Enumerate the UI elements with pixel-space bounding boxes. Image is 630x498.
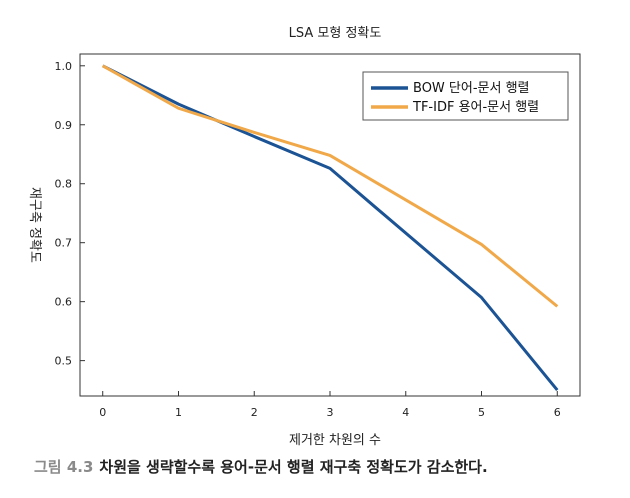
series-line-tfidf xyxy=(101,64,559,308)
legend: BOW 단어-문서 행렬 TF-IDF 용어-문서 행렬 xyxy=(362,71,569,121)
line-chart: LSA 모형 정확도 0 1 2 3 4 5 6 0.5 0.6 0.7 0.8 0.9 1.0 제거… xyxy=(27,26,581,448)
x-axis: 0 1 2 3 4 5 6 xyxy=(99,391,561,419)
x-tick-label: 6 xyxy=(554,406,561,419)
legend-label-bow: BOW 단어-문서 행렬 xyxy=(413,80,530,96)
figure-number: 그림 4.3 xyxy=(34,458,94,476)
y-axis-title: 재구축 정확도 xyxy=(27,187,42,263)
x-tick-label: 3 xyxy=(327,406,334,419)
x-axis-title: 제거한 차원의 수 xyxy=(289,433,381,448)
y-tick-label: 0.9 xyxy=(55,119,73,132)
figure-caption-text: 차원을 생략할수록 용어-문서 행렬 재구축 정확도가 감소한다. xyxy=(99,458,488,476)
x-tick-label: 5 xyxy=(478,406,485,419)
y-tick-label: 0.7 xyxy=(55,237,73,250)
x-tick-label: 0 xyxy=(99,406,106,419)
x-tick-label: 4 xyxy=(402,406,409,419)
series-line-bow xyxy=(102,64,559,392)
x-tick-label: 1 xyxy=(175,406,182,419)
figure-caption: 그림 4.3 차원을 생략할수록 용어-문서 행렬 재구축 정확도가 감소한다. xyxy=(34,456,488,477)
chart-title: LSA 모형 정확도 xyxy=(289,26,382,41)
y-tick-label: 0.5 xyxy=(55,355,73,368)
series-layer xyxy=(101,64,559,392)
y-axis: 0.5 0.6 0.7 0.8 0.9 1.0 xyxy=(55,60,85,368)
y-tick-label: 0.6 xyxy=(55,296,73,309)
y-tick-label: 1.0 xyxy=(55,60,73,73)
x-tick-label: 2 xyxy=(251,406,258,419)
legend-box xyxy=(362,71,569,121)
y-tick-label: 0.8 xyxy=(55,178,73,191)
legend-label-tfidf: TF-IDF 용어-문서 행렬 xyxy=(412,99,539,115)
